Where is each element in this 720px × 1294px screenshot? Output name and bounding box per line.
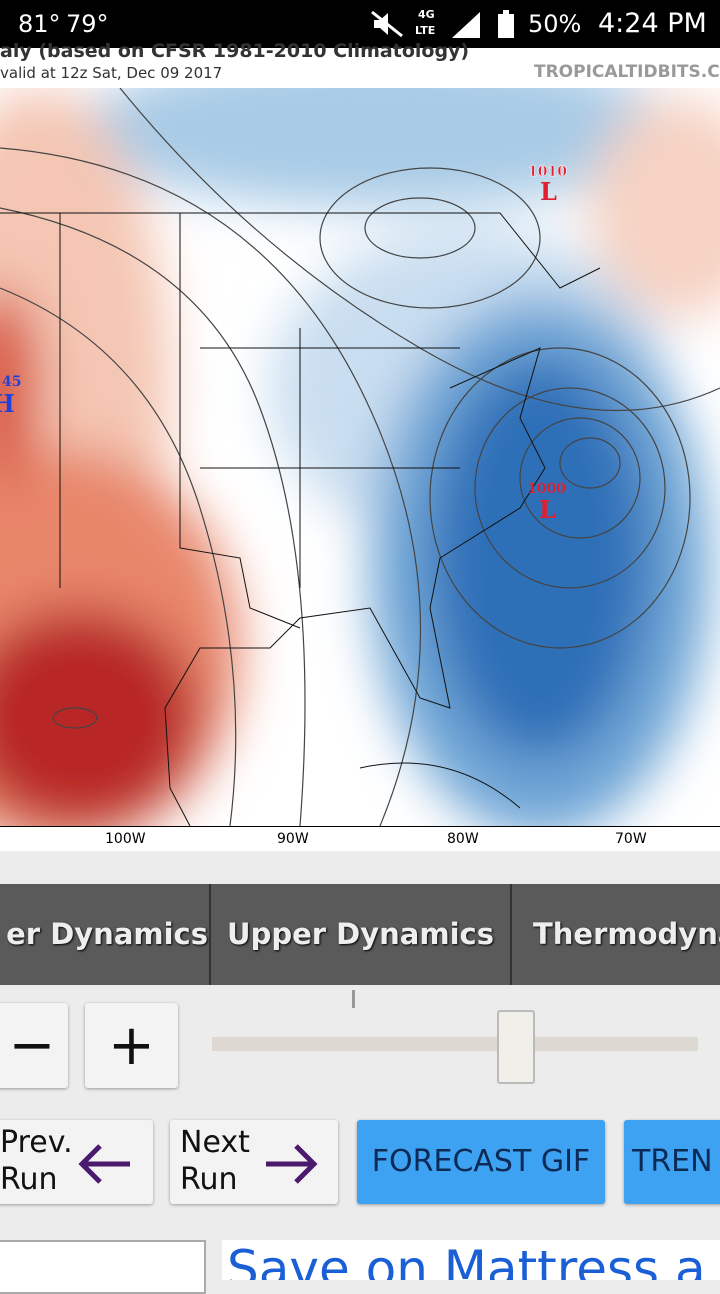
trends[interactable]: TREN: [624, 1120, 720, 1204]
longitude: 100W: [105, 831, 146, 847]
zoom-in[interactable]: +: [85, 1003, 178, 1088]
signal-battery: [452, 10, 514, 38]
ad[interactable]: Save on Mattress a: [222, 1240, 720, 1280]
longitude: 90W: [277, 831, 309, 847]
temp: 79°: [66, 10, 109, 38]
pressure-symbol: L: [540, 177, 557, 206]
pressure-labels: 1010 L 1000 L 45 H: [0, 164, 567, 524]
arrow-left: [78, 1144, 130, 1184]
longitude-axis: 100W 90W 80W 70W: [0, 826, 720, 851]
slider-track: [212, 1037, 698, 1051]
status-bar: 81° 79° 4G LTE 50% 4:24 PM: [0, 0, 720, 48]
pressure-value: 45: [2, 374, 21, 390]
battery: 50%: [528, 10, 582, 38]
map-valid: valid at 12z Sat, Dec 09 2017: [0, 64, 223, 82]
tab-bar: [0, 884, 720, 985]
network: 4G: [418, 8, 435, 21]
ad-text: Save on Mattress a: [227, 1240, 706, 1280]
map-header: aly (based on CFSR 1981-2010 Climatology…: [0, 40, 720, 88]
slider-tick: [352, 990, 355, 1008]
tab[interactable]: Upper Dynamics: [227, 917, 494, 951]
prev-run[interactable]: Prev. Run: [0, 1120, 153, 1204]
map-title: aly (based on CFSR 1981-2010 Climatology…: [0, 40, 470, 62]
next-run[interactable]: Next Run: [170, 1120, 338, 1204]
network-sub: LTE: [415, 24, 436, 37]
slider-thumb[interactable]: [497, 1010, 535, 1084]
temp: 81°: [18, 10, 61, 38]
arrow-right: [266, 1144, 318, 1184]
map: 1010 L 1000 L 45 H: [0, 88, 720, 826]
clock: 4:24 PM: [598, 8, 707, 39]
forecast-gif[interactable]: FORECAST GIF: [357, 1120, 605, 1204]
mute-icon: [371, 10, 403, 38]
tab[interactable]: er Dynamics: [6, 917, 208, 951]
pressure-symbol: L: [539, 495, 556, 524]
pressure-symbol: H: [0, 389, 15, 418]
divider: [209, 884, 211, 985]
button-label: Next Run: [180, 1125, 250, 1197]
zoom-out[interactable]: −: [0, 1003, 68, 1088]
pressure-value: 1010: [528, 164, 567, 180]
divider: [510, 884, 512, 985]
site: TROPICALTIDBITS.CO: [534, 62, 720, 82]
button-label: Prev. Run: [0, 1125, 73, 1197]
pressure-value: 1000: [527, 481, 566, 497]
longitude: 80W: [447, 831, 479, 847]
ad-box: [0, 1240, 206, 1294]
tab[interactable]: Thermodyna: [533, 917, 720, 951]
longitude: 70W: [615, 831, 647, 847]
